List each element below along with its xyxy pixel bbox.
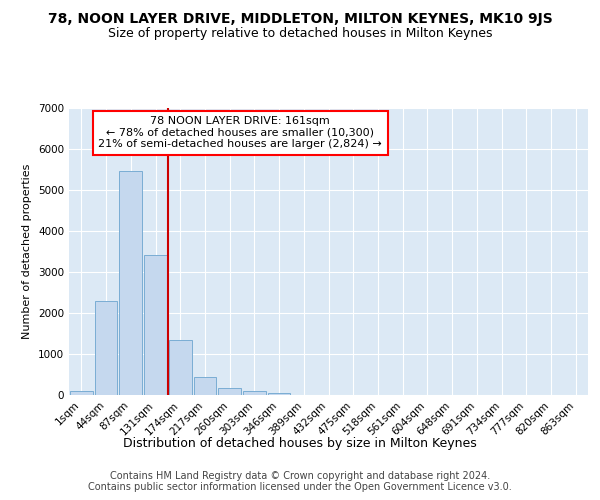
Text: Contains HM Land Registry data © Crown copyright and database right 2024.
Contai: Contains HM Land Registry data © Crown c… [88,471,512,492]
Text: 78, NOON LAYER DRIVE, MIDDLETON, MILTON KEYNES, MK10 9JS: 78, NOON LAYER DRIVE, MIDDLETON, MILTON … [47,12,553,26]
Text: Size of property relative to detached houses in Milton Keynes: Size of property relative to detached ho… [108,28,492,40]
Bar [119,171,142,395]
Text: 78 NOON LAYER DRIVE: 161sqm
← 78% of detached houses are smaller (10,300)
21% of: 78 NOON LAYER DRIVE: 161sqm ← 78% of det… [98,116,382,150]
Bar [218,388,241,395]
Bar [169,340,191,395]
Bar [95,300,118,395]
Bar [70,391,93,395]
Bar [268,393,290,395]
Bar [194,376,216,395]
Bar [243,391,266,395]
Bar [144,256,167,395]
Y-axis label: Number of detached properties: Number of detached properties [22,164,32,339]
Text: Distribution of detached houses by size in Milton Keynes: Distribution of detached houses by size … [123,438,477,450]
